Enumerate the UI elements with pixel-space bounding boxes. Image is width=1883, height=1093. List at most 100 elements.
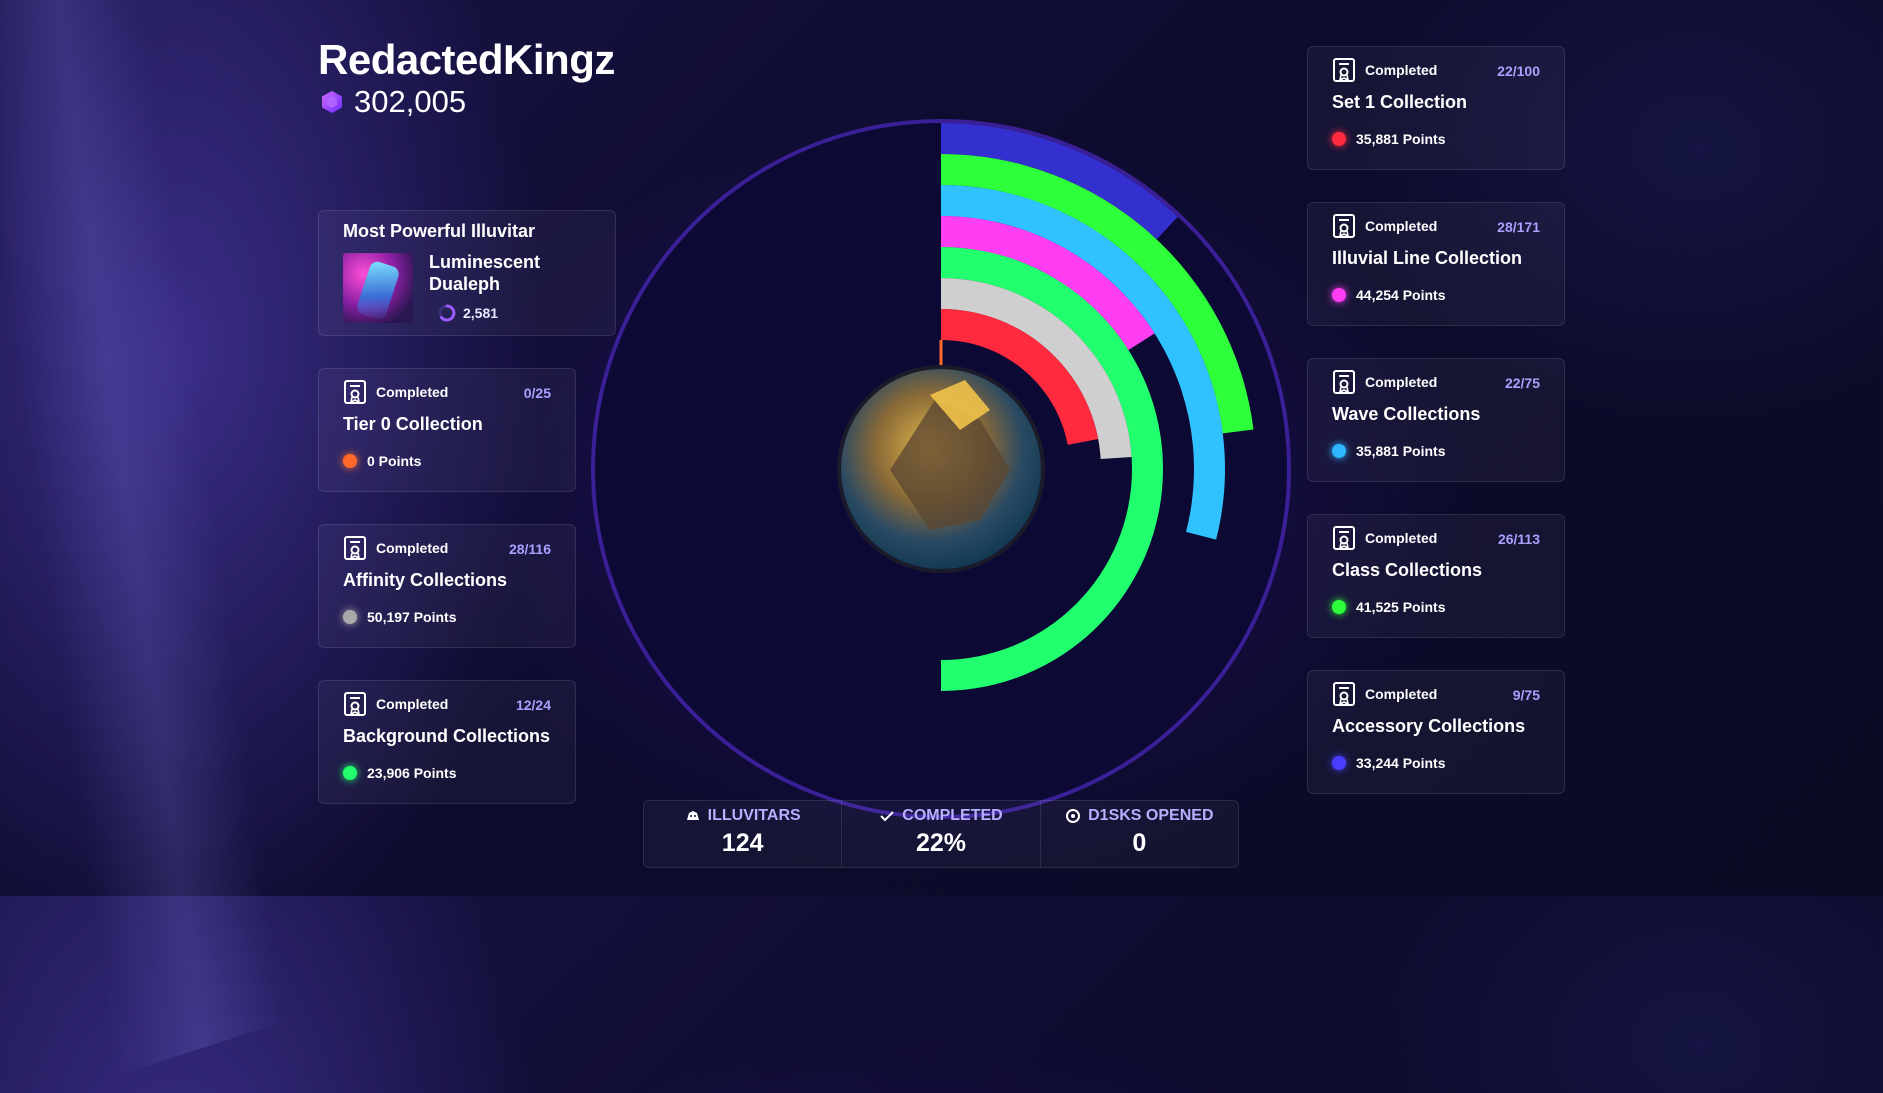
chart-arc-background-collections bbox=[941, 247, 1163, 691]
stat-illuvitars: ILLUVITARS 124 bbox=[644, 801, 843, 867]
red-gem-icon bbox=[1332, 132, 1346, 146]
balance: 302,005 bbox=[320, 84, 466, 120]
completed-status: Completed bbox=[1332, 369, 1437, 395]
collection-points: 41,525 Points bbox=[1332, 599, 1446, 615]
points-value: 23,906 Points bbox=[367, 765, 457, 781]
collection-card-accessory[interactable]: Completed 9/75 Accessory Collections 33,… bbox=[1307, 670, 1565, 794]
most-powerful-illuvitar-card[interactable]: Most Powerful Illuvitar Luminescent Dual… bbox=[318, 210, 616, 336]
card-title: Most Powerful Illuvitar bbox=[343, 221, 536, 241]
stat-label-text: ILLUVITARS bbox=[707, 807, 801, 824]
status-label: Completed bbox=[376, 540, 449, 556]
chart-arc-accessory-collections bbox=[941, 123, 1178, 240]
points-value: 33,244 Points bbox=[1356, 755, 1446, 771]
progress-count: 22/75 bbox=[1504, 375, 1540, 391]
magenta-gem-icon bbox=[1332, 288, 1346, 302]
points-value: 41,525 Points bbox=[1356, 599, 1446, 615]
status-label: Completed bbox=[1365, 374, 1438, 390]
collection-points: 35,881 Points bbox=[1332, 131, 1446, 147]
disk-icon bbox=[1066, 809, 1081, 823]
stat-label: COMPLETED bbox=[879, 807, 1003, 825]
collection-points: 44,254 Points bbox=[1332, 287, 1446, 303]
stat-completed: COMPLETED 22% bbox=[842, 801, 1041, 867]
collection-card-wave[interactable]: Completed 22/75 Wave Collections 35,881 … bbox=[1307, 358, 1565, 482]
progress-count: 12/24 bbox=[515, 697, 551, 713]
certificate-icon bbox=[1333, 214, 1355, 238]
status-label: Completed bbox=[1365, 530, 1438, 546]
completed-status: Completed bbox=[343, 535, 448, 561]
collection-title: Wave Collections bbox=[1332, 404, 1481, 424]
chart-arc-affinity-collections bbox=[941, 278, 1132, 459]
status-label: Completed bbox=[1365, 218, 1438, 234]
collection-points: 33,244 Points bbox=[1332, 755, 1446, 771]
illuvitar-icon bbox=[686, 811, 699, 820]
progress-count: 22/100 bbox=[1497, 63, 1540, 79]
stat-value: 22% bbox=[915, 829, 967, 857]
completed-status: Completed bbox=[1332, 681, 1437, 707]
collection-progress-radial-chart bbox=[591, 119, 1291, 819]
stat-label: D1SKS OPENED bbox=[1065, 807, 1214, 825]
collection-points: 35,881 Points bbox=[1332, 443, 1446, 459]
stat-value: 124 bbox=[721, 829, 764, 857]
chart-arcs bbox=[939, 123, 1254, 691]
collection-title: Set 1 Collection bbox=[1332, 92, 1468, 112]
avatar-shard-shape bbox=[930, 380, 990, 430]
collection-title: Affinity Collections bbox=[343, 570, 508, 590]
blue-gem-icon bbox=[1332, 444, 1346, 458]
collection-card-affinity[interactable]: Completed 28/116 Affinity Collections 50… bbox=[318, 524, 576, 648]
check-icon bbox=[880, 811, 894, 822]
stat-disks-opened: D1SKS OPENED 0 bbox=[1041, 801, 1238, 867]
collection-card-tier-0[interactable]: Completed 0/25 Tier 0 Collection 0 Point… bbox=[318, 368, 576, 492]
status-label: Completed bbox=[376, 384, 449, 400]
indigo-gem-icon bbox=[1332, 756, 1346, 770]
completed-status: Completed bbox=[1332, 213, 1437, 239]
progress-count: 9/75 bbox=[1512, 687, 1540, 703]
progress-count: 28/171 bbox=[1497, 219, 1540, 235]
stats-bar: ILLUVITARS 124 COMPLETED 22% D1SKS OPENE… bbox=[643, 800, 1239, 868]
progress-count: 26/113 bbox=[1497, 531, 1540, 547]
certificate-icon bbox=[344, 692, 366, 716]
points-value: 50,197 Points bbox=[367, 609, 457, 625]
stat-label: ILLUVITARS bbox=[685, 807, 801, 825]
stat-label-text: COMPLETED bbox=[902, 807, 1003, 824]
certificate-icon bbox=[1333, 370, 1355, 394]
points-value: 44,254 Points bbox=[1356, 287, 1446, 303]
collection-card-illuvial-line[interactable]: Completed 28/171 Illuvial Line Collectio… bbox=[1307, 202, 1565, 326]
gray-gem-icon bbox=[343, 610, 357, 624]
collection-title: Tier 0 Collection bbox=[343, 414, 483, 434]
gem-icon bbox=[322, 91, 342, 113]
completed-status: Completed bbox=[1332, 57, 1437, 83]
certificate-icon bbox=[344, 536, 366, 560]
chart-arc-class-collections bbox=[941, 154, 1254, 434]
status-label: Completed bbox=[1365, 686, 1438, 702]
balance-value: 302,005 bbox=[354, 84, 467, 119]
collection-card-class[interactable]: Completed 26/113 Class Collections 41,52… bbox=[1307, 514, 1565, 638]
points-value: 0 Points bbox=[367, 453, 422, 469]
lime-gem-icon bbox=[1332, 600, 1346, 614]
collection-card-background[interactable]: Completed 12/24 Background Collections 2… bbox=[318, 680, 576, 804]
collection-title: Accessory Collections bbox=[1332, 716, 1526, 736]
certificate-icon bbox=[1333, 526, 1355, 550]
collection-title: Class Collections bbox=[1332, 560, 1483, 580]
collection-title: Background Collections bbox=[343, 726, 551, 746]
collection-points: 23,906 Points bbox=[343, 765, 457, 781]
username: RedactedKingz bbox=[318, 36, 615, 83]
power-number: 2,581 bbox=[463, 305, 499, 321]
collection-card-set-1[interactable]: Completed 22/100 Set 1 Collection 35,881… bbox=[1307, 46, 1565, 170]
progress-count: 0/25 bbox=[523, 385, 551, 401]
stat-label-text: D1SKS OPENED bbox=[1088, 807, 1214, 824]
illuvitar-thumbnail bbox=[343, 253, 413, 323]
completed-status: Completed bbox=[343, 691, 448, 717]
power-value: 2,581 bbox=[437, 303, 498, 323]
certificate-icon bbox=[344, 380, 366, 404]
points-value: 35,881 Points bbox=[1356, 131, 1446, 147]
stat-value: 0 bbox=[1132, 829, 1147, 857]
certificate-icon bbox=[1333, 58, 1355, 82]
completed-status: Completed bbox=[343, 379, 448, 405]
illuvitar-name: Luminescent Dualeph bbox=[429, 252, 541, 294]
points-value: 35,881 Points bbox=[1356, 443, 1446, 459]
progress-count: 28/116 bbox=[508, 541, 551, 557]
orange-gem-icon bbox=[343, 454, 357, 468]
collection-points: 50,197 Points bbox=[343, 609, 457, 625]
chart-arc-set-1-collection bbox=[941, 309, 1099, 445]
collection-title: Illuvial Line Collection bbox=[1332, 248, 1523, 268]
